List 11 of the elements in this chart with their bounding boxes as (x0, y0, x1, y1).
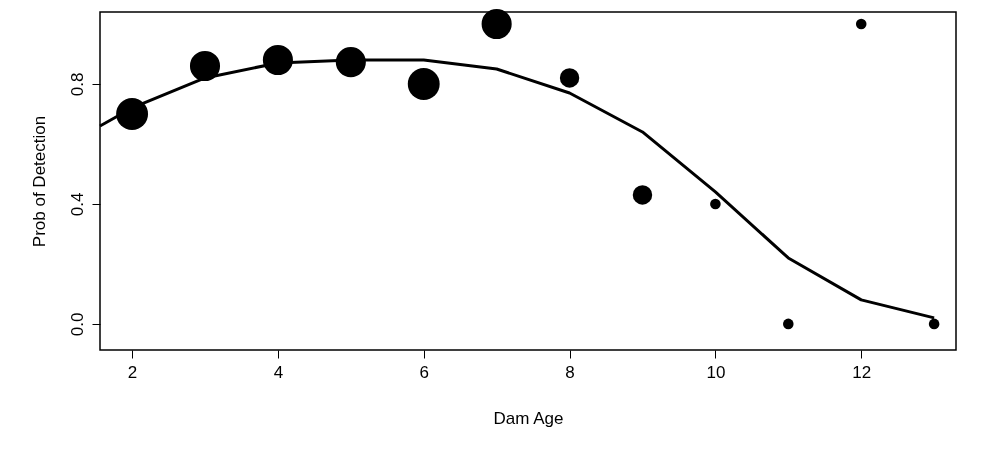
x-tick-label: 10 (706, 362, 726, 382)
x-tick-label: 2 (127, 362, 138, 382)
x-tick-label: 12 (852, 362, 872, 382)
x-tick-label: 4 (273, 362, 284, 382)
y-tick-label: 0.0 (67, 312, 87, 337)
x-tick-label: 8 (565, 362, 575, 382)
x-tick-label: 6 (419, 362, 429, 382)
y-tick-label: 0.8 (67, 72, 87, 97)
x-axis-title: Dam Age (493, 408, 564, 428)
y-tick-label: 0.4 (67, 192, 87, 217)
y-axis-title: Prob of Detection (29, 115, 49, 248)
